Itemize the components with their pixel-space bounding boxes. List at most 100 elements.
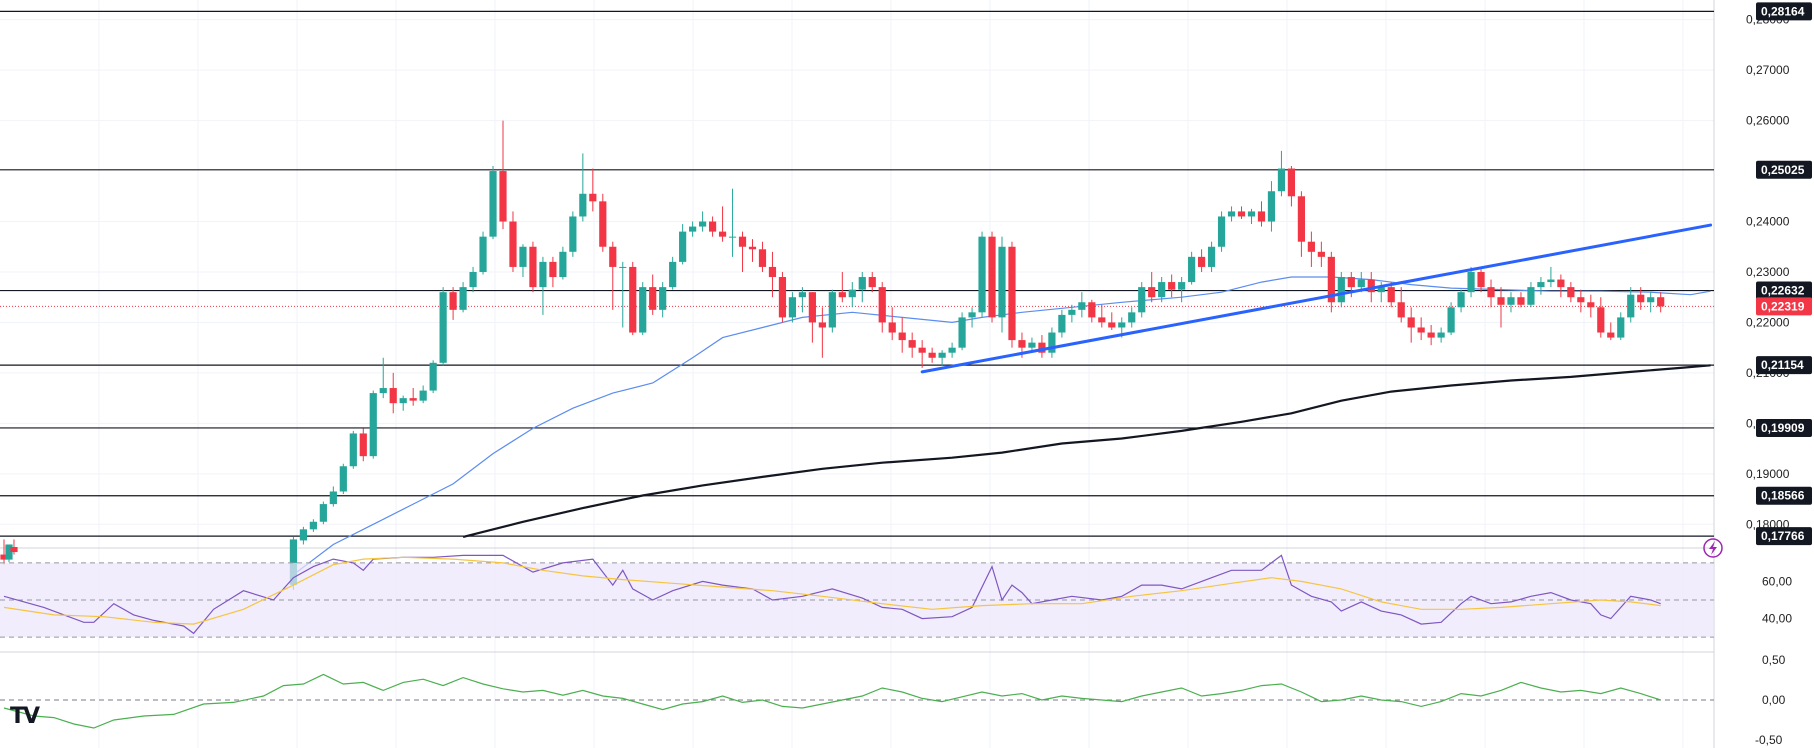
candle-body — [1277, 168, 1286, 192]
candle-body — [1028, 342, 1036, 348]
candle — [1527, 282, 1535, 308]
candle — [908, 332, 916, 358]
candle — [419, 385, 427, 404]
price-tick-label: 0,19000 — [1746, 467, 1790, 481]
candle — [1457, 289, 1465, 313]
candle — [479, 231, 487, 275]
candle — [1637, 287, 1645, 310]
candle-body — [1267, 191, 1276, 222]
candle — [758, 241, 767, 272]
level-tag-label: 0,28164 — [1761, 4, 1805, 18]
candle-body — [619, 266, 627, 268]
candle-body — [1198, 256, 1206, 267]
candle — [1188, 251, 1196, 285]
candle-body — [1337, 277, 1345, 303]
candle-body — [1108, 322, 1116, 328]
tradingview-logo[interactable]: TV — [10, 704, 40, 729]
candle-body — [1038, 342, 1046, 353]
candle-body — [1237, 211, 1246, 217]
candle-body — [838, 292, 846, 298]
candle — [728, 188, 737, 257]
candle-body — [778, 277, 787, 318]
candle-body — [1427, 332, 1435, 338]
candle-body — [499, 171, 507, 222]
candle — [988, 231, 996, 323]
candle-body — [758, 249, 767, 267]
candle-body — [0, 554, 8, 560]
oscillator-tick-label: -0,50 — [1755, 733, 1783, 747]
candle — [429, 360, 437, 394]
candle-body — [738, 236, 747, 247]
candle-body — [818, 322, 826, 328]
candle — [1038, 335, 1046, 358]
candle — [828, 289, 836, 333]
lightning-bolt-icon[interactable] — [1703, 538, 1723, 558]
candle-body — [409, 398, 417, 401]
candle — [489, 166, 497, 240]
level-tag-label: 0,17766 — [1761, 529, 1805, 543]
candle-body — [788, 297, 797, 318]
candle-body — [369, 393, 377, 457]
candle — [469, 266, 477, 293]
candle — [1287, 166, 1296, 207]
candle — [0, 539, 8, 565]
rsi-panel[interactable] — [0, 554, 1714, 638]
candle-body — [1347, 277, 1355, 288]
candle-body — [609, 246, 617, 267]
candle-body — [1217, 216, 1226, 247]
level-tag — [1756, 486, 1812, 505]
candle — [1207, 241, 1216, 272]
candle-body — [1317, 251, 1325, 257]
candle-body — [1158, 282, 1166, 298]
trendline[interactable] — [920, 223, 1713, 374]
candle — [1597, 297, 1605, 338]
candle — [768, 251, 777, 298]
candle-body — [1497, 297, 1505, 305]
candle — [1407, 307, 1415, 343]
candle — [619, 261, 627, 328]
candle — [1098, 304, 1106, 328]
candle-body — [1487, 287, 1495, 298]
candle — [1247, 208, 1256, 225]
candle — [689, 221, 697, 237]
candle-body — [858, 277, 866, 290]
candle — [1237, 206, 1246, 219]
candle-body — [309, 521, 317, 530]
price-panel[interactable] — [0, 10, 1714, 590]
candle-body — [1048, 332, 1056, 353]
candle-body — [639, 287, 647, 333]
candle — [1227, 206, 1236, 222]
price-axis[interactable]: 0,280000,270000,260000,240000,230000,220… — [1715, 0, 1814, 748]
candle — [1437, 327, 1445, 343]
candle-body — [1148, 287, 1156, 298]
candle — [1497, 287, 1505, 328]
oscillator-panel[interactable] — [0, 673, 1714, 729]
candle — [788, 292, 797, 323]
candle-body — [559, 251, 567, 278]
candle-body — [10, 546, 18, 553]
candle-body — [289, 539, 298, 585]
candle-body — [1138, 287, 1146, 313]
candle-body — [529, 246, 537, 288]
candle-body — [1387, 287, 1395, 303]
price-tick-label: 0,27000 — [1746, 63, 1790, 77]
candle — [958, 312, 966, 351]
candle-body — [379, 388, 387, 394]
candle-body — [1367, 279, 1375, 293]
candle — [1627, 287, 1635, 323]
candle — [1447, 302, 1455, 336]
candle — [669, 256, 677, 290]
candle — [1108, 312, 1116, 331]
candle-body — [589, 193, 597, 202]
candle-body — [1517, 297, 1525, 305]
candle — [1058, 309, 1066, 338]
rsi-line — [3, 554, 1661, 635]
candle-body — [1417, 327, 1425, 333]
candle-body — [1557, 279, 1565, 288]
candle — [1327, 251, 1335, 313]
candle — [1257, 201, 1266, 227]
candle-body — [359, 433, 367, 457]
level-tag — [1756, 160, 1812, 179]
candle — [5, 544, 13, 563]
